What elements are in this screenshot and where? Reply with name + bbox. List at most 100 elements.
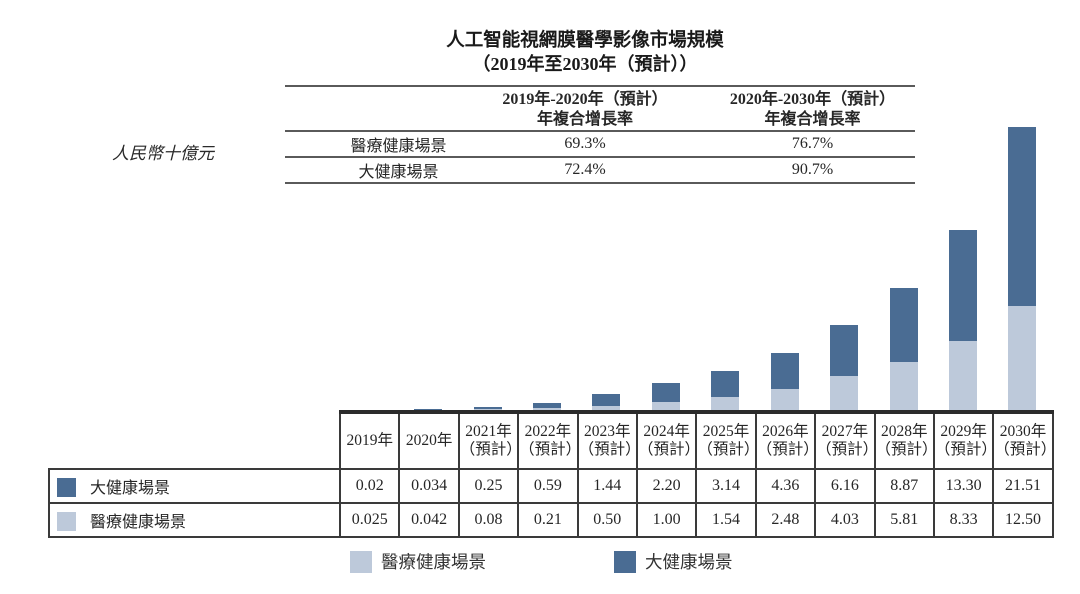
legend-color-swatch: [350, 551, 372, 573]
cagr-header-col2: 2020年-2030年（預計） 年複合增長率: [710, 86, 915, 132]
stacked-bar: [830, 325, 859, 410]
bar-segment-medical-health: [830, 376, 859, 410]
table-row: 醫療健康場景 0.025 0.042 0.08 0.21 0.50 1.00 1.54 2.48…: [48, 502, 1054, 538]
bar-column-2027: [814, 127, 873, 410]
chart-title-line2: （2019年至2030年（預計））: [472, 54, 698, 74]
value-cell: 0.25: [457, 468, 520, 504]
value-cell: 0.08: [457, 502, 520, 538]
legend-item: 醫療健康場景: [350, 551, 486, 573]
series-color-swatch: [57, 478, 76, 497]
value-cell: 0.042: [398, 502, 460, 538]
bar-column-2025: [696, 127, 755, 410]
bar-segment-medical-health: [473, 409, 502, 410]
stacked-bar: [948, 230, 977, 410]
value-cell: 4.03: [814, 502, 876, 538]
value-cell: 1.44: [576, 468, 638, 504]
year-cell: 2029年 （預計）: [932, 410, 997, 470]
value-cell: 0.21: [517, 502, 579, 538]
bar-column-2026: [755, 127, 814, 410]
bar-segment-big-health: [1008, 127, 1037, 306]
year-cell: 2022年 （預計）: [517, 410, 582, 470]
y-axis-unit-label: 人民幣十億元: [112, 144, 214, 163]
bar-segment-big-health: [830, 325, 859, 377]
cagr-row-label: 大健康場景: [285, 157, 460, 184]
chart-title: 人工智能視網膜醫學影像市場規模 （2019年至2030年（預計））: [285, 30, 885, 76]
cagr-value: 76.7%: [710, 131, 915, 158]
year-cell: 2021年 （預計）: [457, 410, 522, 470]
value-cell: 8.33: [932, 502, 995, 538]
bar-segment-medical-health: [711, 397, 740, 410]
bar-column-2020: [398, 127, 457, 410]
stacked-bar: [711, 371, 740, 410]
legend-label: 醫療健康場景: [381, 552, 486, 572]
series-color-swatch: [57, 512, 76, 531]
year-label: 2021年: [465, 423, 512, 440]
bar-segment-big-health: [948, 230, 977, 341]
year-label: 2025年: [702, 423, 750, 440]
year-label: 2028年: [880, 423, 928, 440]
year-forecast-note: （預計）: [816, 441, 879, 458]
bar-segment-medical-health: [651, 401, 680, 410]
stacked-bar: [473, 407, 502, 410]
cagr-value: 69.3%: [460, 131, 710, 158]
bar-segment-big-health: [592, 393, 621, 406]
legend-label: 大健康場景: [645, 552, 733, 572]
value-cell: 4.36: [754, 468, 817, 504]
cagr-header-col1-line1: 2019年-2020年（預計）: [502, 91, 668, 108]
bar-segment-medical-health: [770, 389, 799, 410]
year-label: 2026年: [762, 423, 809, 440]
year-label: 2029年: [940, 423, 987, 440]
bar-segment-big-health: [770, 353, 799, 390]
bar-segment-big-health: [711, 371, 740, 398]
chart-legend: 醫療健康場景 大健康場景: [350, 551, 733, 573]
cagr-value: 72.4%: [460, 157, 710, 184]
year-cell: 2028年 （預計）: [873, 410, 938, 470]
year-cell: 2030年 （預計）: [992, 410, 1057, 470]
stacked-bar: [651, 383, 680, 410]
series-label-cell: 醫療健康場景: [48, 502, 341, 538]
legend-color-swatch: [614, 551, 636, 573]
year-forecast-note: （預計）: [934, 441, 997, 458]
stacked-bar: [1008, 127, 1037, 410]
year-forecast-note: （預計）: [519, 441, 582, 458]
year-cell: 2020年: [398, 410, 460, 470]
cagr-header-row: 2019年-2020年（預計） 年複合增長率 2020年-2030年（預計） 年…: [285, 86, 915, 132]
year-forecast-note: （預計）: [459, 441, 522, 458]
value-cell: 0.02: [338, 468, 401, 504]
series-label: 醫療健康場景: [90, 514, 187, 531]
year-header-row: 2019年 2020年 2021年 （預計） 2022年 （預計） 2023年 （預計） 202…: [49, 410, 1057, 470]
year-cell: 2027年 （預計）: [814, 410, 879, 470]
cagr-row-label: 醫療健康場景: [285, 131, 460, 158]
series-label: 大健康場景: [90, 480, 171, 497]
stacked-bar: [889, 287, 918, 410]
stacked-bar: [532, 403, 561, 410]
value-cell: 2.20: [635, 468, 698, 504]
cagr-header-col2-line2: 年複合增長率: [764, 111, 861, 128]
bar-segment-big-health: [889, 287, 918, 362]
stacked-bar: [592, 393, 621, 410]
bar-segment-medical-health: [889, 361, 918, 410]
cagr-header-col1: 2019年-2020年（預計） 年複合增長率: [460, 86, 710, 132]
year-label: 2024年: [643, 423, 690, 440]
value-cell: 3.14: [695, 468, 757, 504]
year-forecast-note: （預計）: [875, 441, 938, 458]
chart-data-table: 2019年 2020年 2021年 （預計） 2022年 （預計） 2023年 （預計） 202…: [48, 410, 1057, 538]
bar-segment-big-health: [532, 403, 561, 409]
value-cell: 0.50: [576, 502, 638, 538]
cagr-value: 90.7%: [710, 157, 915, 184]
bar-column-2023: [577, 127, 636, 410]
stacked-bar-chart: [339, 127, 1052, 410]
bar-column-2030: [993, 127, 1052, 410]
chart-title-line1: 人工智能視網膜醫學影像市場規模: [446, 31, 724, 51]
bar-segment-big-health: [473, 407, 502, 410]
bar-segment-medical-health: [948, 340, 977, 410]
year-cell: 2024年 （預計）: [635, 410, 700, 470]
year-cell: 2025年 （預計）: [695, 410, 759, 470]
value-cell: 1.54: [695, 502, 757, 538]
year-forecast-note: （預計）: [994, 441, 1057, 458]
cagr-header-col1-line2: 年複合增長率: [536, 111, 633, 128]
year-label: 2020年: [405, 432, 453, 449]
bar-column-2021: [458, 127, 517, 410]
table-row: 大健康場景 0.02 0.034 0.25 0.59 1.44 2.20 3.14 4.36 6.…: [48, 468, 1054, 504]
year-cell: 2023年 （預計）: [576, 410, 641, 470]
